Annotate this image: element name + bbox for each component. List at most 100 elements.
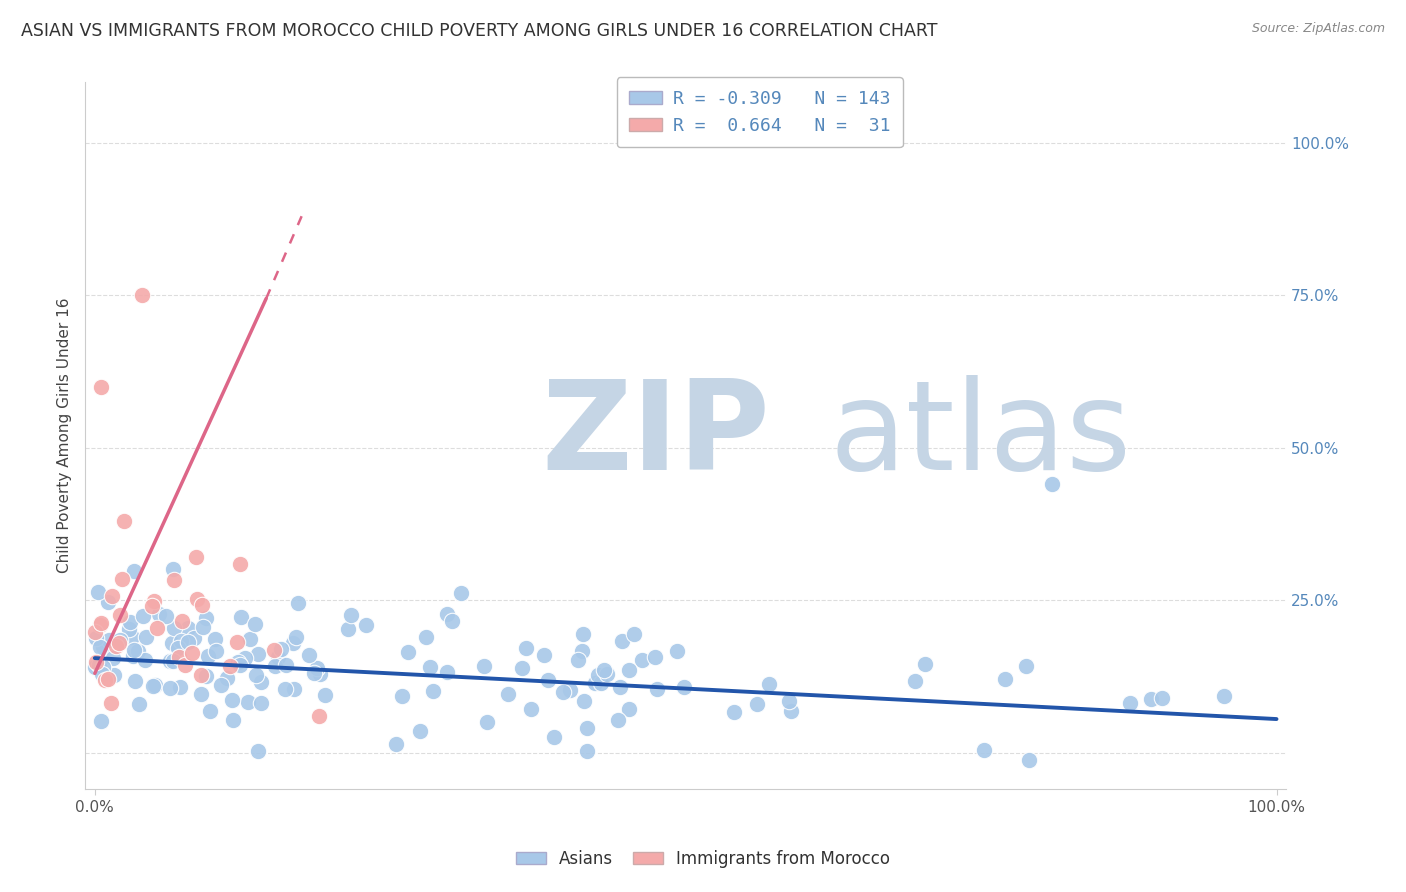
- Point: [419, 660, 441, 674]
- Point: [87, 584, 110, 599]
- Point: [159, 681, 181, 695]
- Point: [475, 715, 498, 730]
- Point: [560, 682, 582, 697]
- Point: [567, 653, 589, 667]
- Point: [132, 609, 155, 624]
- Point: [422, 684, 444, 698]
- Point: [270, 642, 292, 657]
- Point: [84, 631, 107, 645]
- Text: Source: ZipAtlas.com: Source: ZipAtlas.com: [1251, 22, 1385, 36]
- Point: [91, 640, 114, 654]
- Legend: R = -0.309   N = 143, R =  0.664   N =  31: R = -0.309 N = 143, R = 0.664 N = 31: [617, 77, 903, 147]
- Legend: Asians, Immigrants from Morocco: Asians, Immigrants from Morocco: [509, 844, 897, 875]
- Point: [575, 721, 598, 735]
- Point: [236, 695, 259, 709]
- Point: [174, 658, 197, 673]
- Point: [472, 658, 495, 673]
- Point: [198, 705, 221, 719]
- Point: [356, 618, 378, 632]
- Point: [111, 572, 134, 586]
- Point: [591, 675, 613, 690]
- Point: [142, 593, 165, 607]
- Point: [409, 724, 432, 739]
- Point: [90, 380, 112, 394]
- Point: [209, 678, 232, 692]
- Point: [183, 631, 205, 645]
- Point: [108, 607, 131, 622]
- Point: [1118, 696, 1140, 710]
- Point: [745, 698, 768, 712]
- Point: [297, 648, 319, 662]
- Point: [84, 624, 107, 639]
- Point: [226, 635, 249, 649]
- Point: [100, 696, 122, 710]
- Point: [121, 630, 143, 644]
- Point: [122, 643, 145, 657]
- Point: [572, 694, 595, 708]
- Point: [177, 634, 200, 648]
- Point: [904, 674, 927, 689]
- Point: [619, 664, 641, 678]
- Point: [89, 617, 111, 632]
- Point: [112, 514, 135, 528]
- Point: [143, 678, 166, 692]
- Point: [672, 680, 695, 694]
- Point: [778, 694, 800, 708]
- Point: [163, 621, 186, 635]
- Point: [170, 615, 193, 629]
- Point: [108, 636, 131, 650]
- Point: [572, 627, 595, 641]
- Point: [98, 633, 121, 648]
- Point: [159, 654, 181, 668]
- Point: [266, 649, 288, 664]
- Point: [221, 693, 243, 707]
- Point: [595, 667, 617, 681]
- Point: [91, 667, 114, 681]
- Point: [551, 685, 574, 699]
- Point: [128, 698, 150, 712]
- Point: [515, 641, 537, 656]
- Point: [162, 654, 184, 668]
- Text: ASIAN VS IMMIGRANTS FROM MOROCCO CHILD POVERTY AMONG GIRLS UNDER 16 CORRELATION : ASIAN VS IMMIGRANTS FROM MOROCCO CHILD P…: [21, 22, 938, 40]
- Point: [84, 656, 107, 670]
- Point: [169, 649, 191, 664]
- Point: [308, 709, 330, 723]
- Point: [170, 634, 193, 648]
- Point: [135, 630, 157, 644]
- Point: [441, 614, 464, 628]
- Point: [586, 668, 609, 682]
- Point: [222, 713, 245, 727]
- Point: [93, 673, 115, 687]
- Point: [1212, 689, 1234, 703]
- Point: [576, 744, 599, 758]
- Point: [287, 596, 309, 610]
- Point: [226, 655, 249, 669]
- Y-axis label: Child Poverty Among Girls Under 16: Child Poverty Among Girls Under 16: [58, 298, 72, 574]
- Point: [101, 651, 124, 665]
- Point: [250, 675, 273, 690]
- Point: [644, 649, 666, 664]
- Point: [496, 687, 519, 701]
- Point: [186, 592, 208, 607]
- Point: [169, 681, 191, 695]
- Point: [91, 660, 114, 674]
- Point: [162, 562, 184, 576]
- Point: [612, 633, 634, 648]
- Point: [104, 639, 127, 653]
- Point: [647, 681, 669, 696]
- Point: [450, 586, 472, 600]
- Point: [191, 620, 214, 634]
- Point: [167, 641, 190, 656]
- Point: [245, 668, 267, 682]
- Point: [592, 663, 614, 677]
- Text: ZIP: ZIP: [541, 376, 770, 496]
- Point: [89, 640, 111, 655]
- Point: [314, 688, 336, 702]
- Point: [191, 598, 214, 612]
- Point: [97, 672, 120, 686]
- Point: [229, 658, 252, 673]
- Point: [204, 632, 226, 646]
- Point: [186, 550, 208, 565]
- Point: [1140, 691, 1163, 706]
- Point: [385, 737, 408, 751]
